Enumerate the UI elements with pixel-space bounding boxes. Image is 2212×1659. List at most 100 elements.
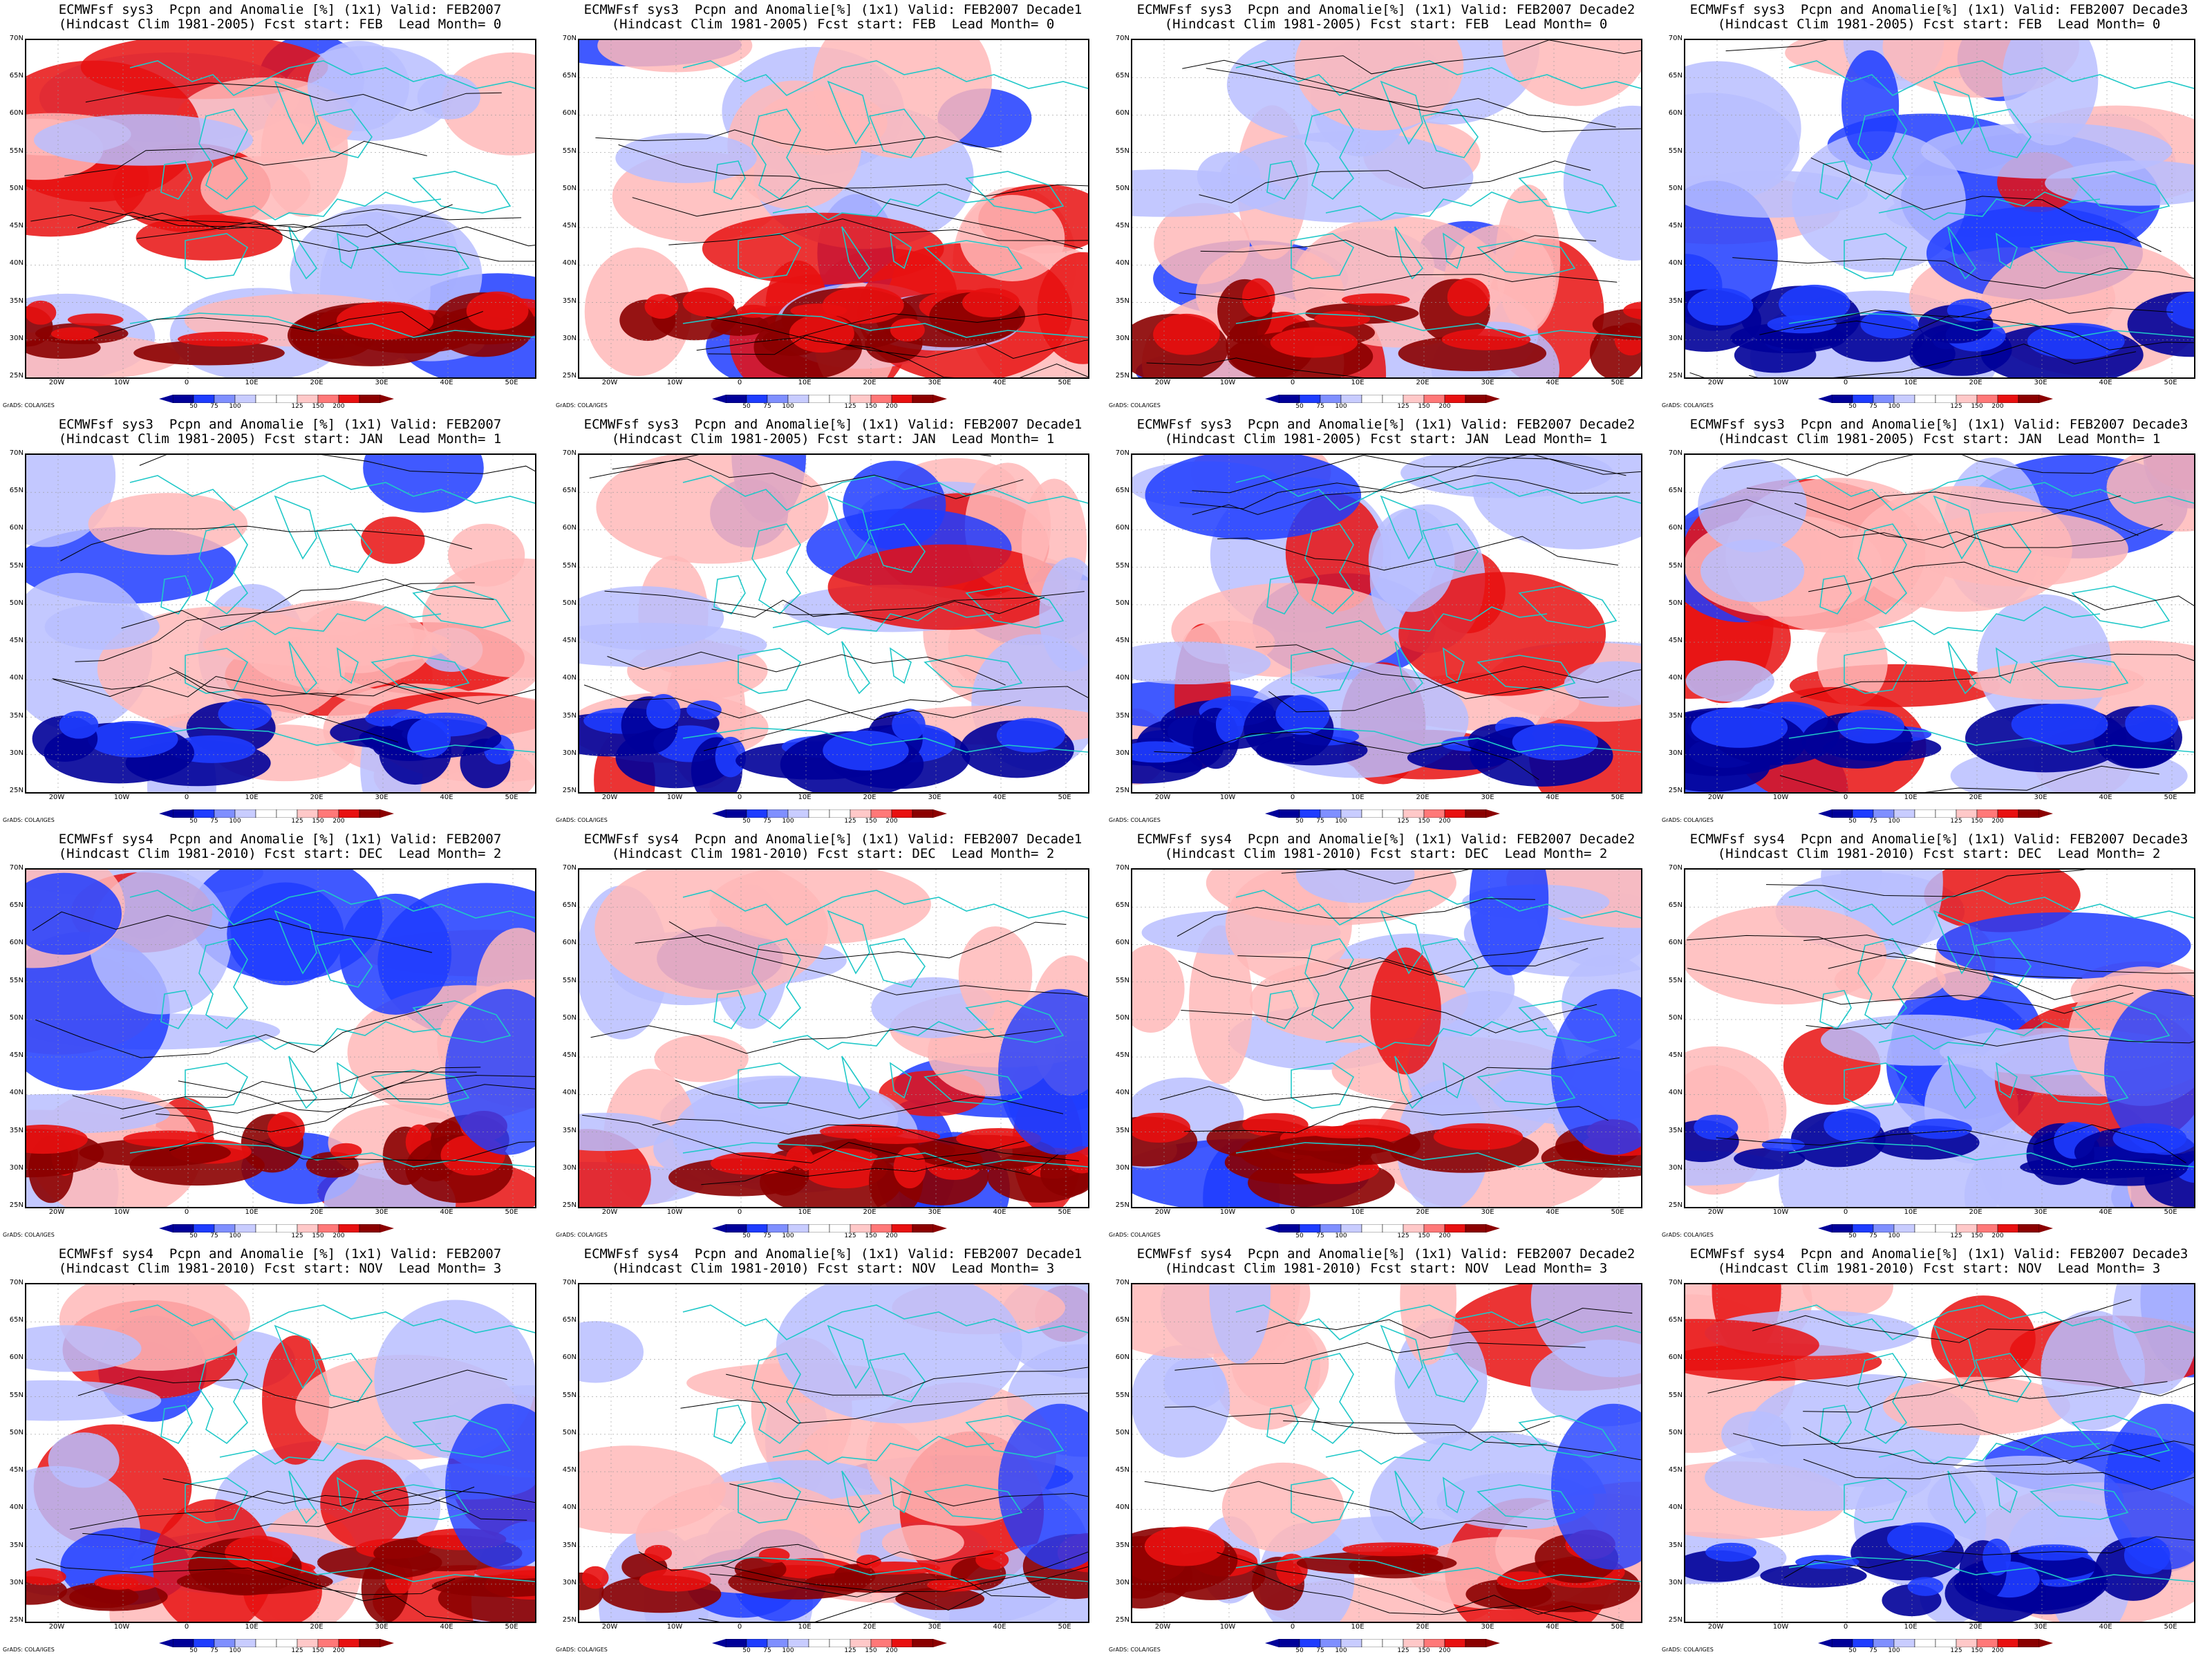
anomaly-area [890,318,925,342]
latitude-label: 60N [1668,1353,1683,1362]
latitude-label: 45N [9,1051,24,1060]
colorbar-label: 150 [1971,818,1983,825]
latitude-label: 65N [1668,487,1683,495]
latitude-label: 60N [1115,1353,1130,1362]
colorbar-label: 100 [782,1647,794,1654]
panel-title: ECMWFsf sys3 Pcpn and Anomalie[%] (1x1) … [567,418,1099,447]
colorbar-swatch [338,394,360,404]
colorbar-label: 125 [291,818,303,825]
latitude-label: 65N [1668,1316,1683,1324]
precip-contour [169,667,535,704]
anomaly-map [25,453,536,794]
anomaly-area [177,331,269,347]
coastline [965,171,1065,214]
colorbar-swatch [1278,809,1300,818]
colorbar-swatch [725,809,747,818]
colorbar-swatch [787,1224,809,1233]
latitude-label: 30N [1668,1578,1683,1586]
coastline [1819,575,1852,615]
colorbar-label: 200 [1438,403,1451,410]
coastline [841,641,871,695]
coastline [2030,1484,2129,1520]
anomaly-area [615,133,757,183]
grads-credit: GrADS: COLA/IGES [1662,402,1714,409]
latitude-label: 25N [1668,1616,1683,1624]
latitude-label: 40N [9,259,24,268]
colorbar-swatch [317,1638,339,1648]
colorbar-label: 200 [332,1232,345,1239]
colorbar-swatch [234,1638,256,1648]
coastline [129,727,535,753]
anomaly-map [1684,453,2195,794]
coastline [129,312,535,338]
panel-title: ECMWFsf sys4 Pcpn and Anomalie[%] (1x1) … [1120,832,1652,861]
coastline [1995,1477,2018,1514]
colorbar [712,393,947,404]
colorbar-label: 75 [1869,1647,1877,1654]
longitude-label: 10E [1904,794,1918,801]
precip-contour [1725,40,1828,52]
strong-anomaly-area [26,336,101,359]
colorbar-swatch [1956,809,1978,818]
anomaly-area [579,1321,644,1383]
anomaly-area [97,606,346,731]
longitude-label: 40E [993,794,1006,801]
coastline [1421,938,1479,988]
colorbar-swatch [193,809,215,818]
anomaly-map [25,39,536,379]
panel-title-line1: ECMWFsf sys4 Pcpn and Anomalie[%] (1x1) … [1689,1246,2188,1262]
colorbar-swatch [870,809,892,818]
longitude-label: 20W [1707,1623,1724,1631]
panel-title: ECMWFsf sys4 Pcpn and Anomalie [%] (1x1)… [14,832,546,861]
anomaly-area [581,1566,609,1589]
coastline [1819,160,1852,200]
colorbar-swatch [746,809,768,818]
latitude-label: 65N [562,901,577,910]
colorbar-swatch [1340,1224,1362,1233]
colorbar-swatch [912,1224,934,1233]
colorbar-label: 125 [844,818,856,825]
latitude-label: 50N [1115,599,1130,607]
colorbar-swatch [1382,1224,1404,1233]
coastline [1947,226,1977,280]
colorbar-swatch [808,394,830,404]
precip-contour [618,144,1083,250]
colorbar-swatch [891,1224,913,1233]
coastline [1477,1484,1576,1520]
grads-credit: GrADS: COLA/IGES [3,402,55,409]
coastline [2071,585,2171,628]
anomaly-area [790,303,847,318]
anomaly-area [1221,1462,1344,1553]
anomaly-area [1144,1526,1225,1566]
latitude-label: 70N [562,1279,577,1286]
longitude-label: 0 [184,794,189,801]
colorbar [712,1222,947,1233]
precip-contour [1268,666,1641,713]
precip-contour [1199,160,1591,204]
precip-contour [1749,344,2137,377]
coastline [315,109,373,158]
colorbar-label: 50 [1295,403,1304,410]
coastline [1788,1557,2194,1582]
latitude-label: 55N [562,561,577,570]
longitude-label: 40E [1546,1208,1559,1216]
coastline [1878,1436,2101,1465]
latitude-label: 55N [562,147,577,155]
coastline [1442,1477,1465,1514]
colorbar-label: 50 [189,403,198,410]
coastline [682,1557,1088,1582]
coastline [1235,1142,1641,1168]
colorbar-label: 150 [865,1647,877,1654]
anomaly-area [218,698,272,730]
panel-title-line2: (Hindcast Clim 1981-2005) Fcst start: JA… [1164,431,1608,447]
anomaly-area [1314,310,1371,327]
latitude-label: 30N [9,749,24,757]
coastline [1878,191,2101,221]
anomaly-map [25,1283,536,1623]
coastline [1380,910,1423,975]
grads-credit: GrADS: COLA/IGES [3,1232,55,1238]
colorbar-swatch [891,809,913,818]
precip-contour [1206,68,1616,128]
latitude-label: 40N [562,674,577,682]
anomaly-area [1817,617,1888,706]
